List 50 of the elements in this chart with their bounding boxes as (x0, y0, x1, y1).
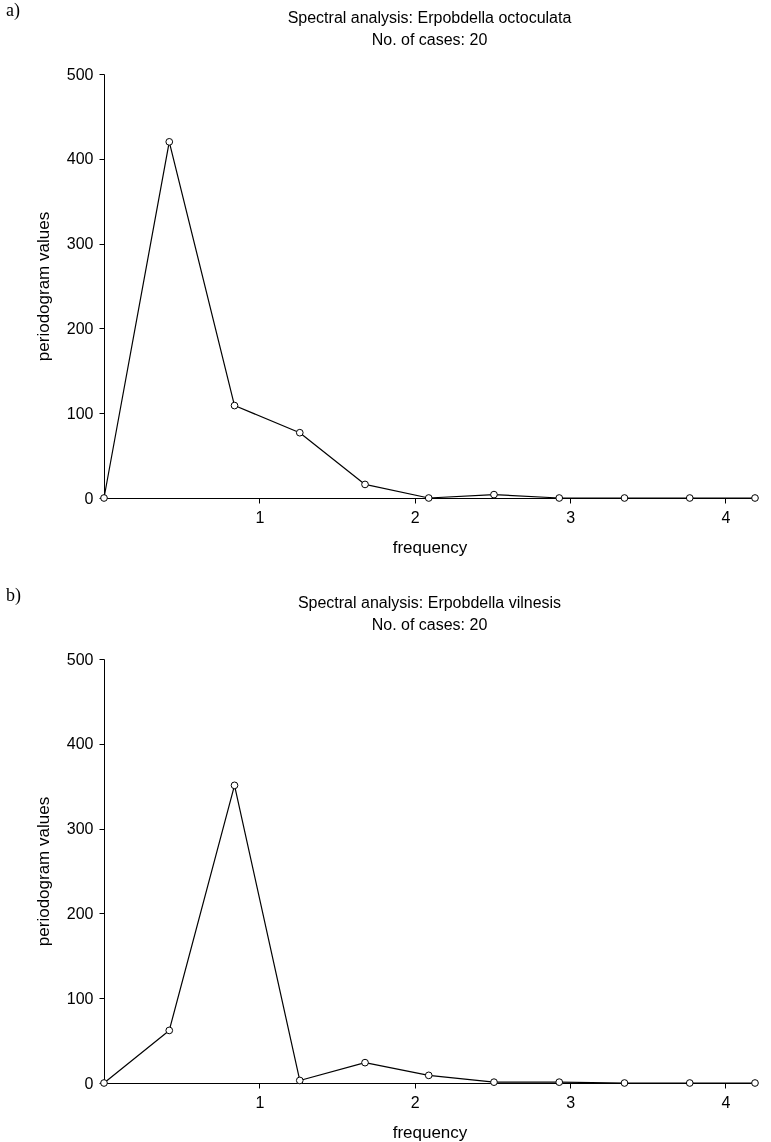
point (685, 494, 694, 502)
y-axis-title: periodogram values (33, 796, 53, 947)
text: b) (6, 585, 21, 606)
point (230, 401, 239, 410)
y-tick-label: 300 (66, 820, 94, 838)
y-tick-label: 400 (66, 150, 94, 168)
x-tick-label: 2 (410, 508, 420, 526)
x-tick-label: 3 (566, 508, 576, 526)
chart-title: Spectral analysis: Erpobdella vilnesis (297, 594, 562, 611)
point (620, 1079, 629, 1087)
point (165, 137, 174, 146)
y-tick-label: 100 (66, 989, 94, 1007)
x-tick-label: 2 (410, 1093, 420, 1111)
x-axis-title: frequency (392, 537, 468, 557)
chart-subtitle: No. of cases: 20 (371, 616, 488, 633)
point (361, 1058, 369, 1067)
point (230, 781, 239, 790)
point (424, 494, 433, 502)
x-tick-label: 4 (721, 508, 731, 526)
y-tick-label: 0 (84, 489, 94, 507)
y-axis-title: periodogram values (33, 211, 53, 362)
point (490, 1078, 498, 1086)
point (424, 1071, 433, 1080)
y-tick-label: 100 (66, 404, 94, 422)
y-tick-label: 200 (66, 319, 94, 337)
point (751, 1079, 759, 1087)
y-tick-label: 500 (66, 65, 94, 83)
x-tick-label: 1 (255, 1093, 265, 1111)
y-tick-label: 500 (66, 650, 94, 668)
chart-title: Spectral analysis: Erpobdella octoculata (287, 9, 572, 26)
y-tick-label: 300 (66, 235, 94, 253)
chart-subtitle: No. of cases: 20 (371, 31, 488, 48)
point (751, 494, 759, 502)
point (165, 1026, 174, 1035)
point (620, 494, 629, 502)
x-axis-title: frequency (392, 1122, 468, 1142)
point (685, 1079, 694, 1087)
point (490, 490, 498, 499)
y-tick-label: 0 (84, 1074, 94, 1092)
point (555, 494, 564, 502)
point (361, 480, 369, 489)
point (555, 1078, 564, 1086)
x-tick-label: 1 (255, 508, 265, 526)
text: a) (6, 0, 20, 21)
y-tick-label: 400 (66, 735, 94, 753)
x-tick-label: 3 (566, 1093, 576, 1111)
point (295, 1076, 304, 1085)
x-tick-label: 4 (721, 1093, 731, 1111)
y-tick-label: 200 (66, 904, 94, 922)
point (295, 428, 304, 437)
